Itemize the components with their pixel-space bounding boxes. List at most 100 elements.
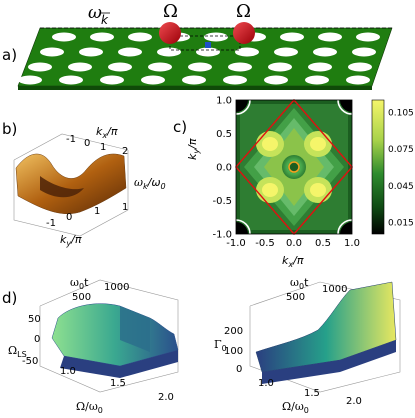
heatmap-x-ticks: -1.0 -0.5 0.0 0.5 1.0 [226, 238, 360, 249]
lattice-hole [352, 47, 376, 57]
lattice-hole [235, 47, 259, 57]
peak-lower-left [262, 183, 278, 197]
heatmap-x-tick-label: 0.5 [315, 238, 331, 249]
corner-dark-tr [340, 100, 352, 112]
omega-k-subscript: k [101, 13, 109, 27]
dispersion-surface-plot [13, 133, 129, 237]
d-right-time-tick-1000: 1000 [322, 284, 347, 295]
d-left-z-tick-50: 50 [28, 314, 41, 325]
lattice-hole [196, 47, 220, 57]
lattice-hole [128, 32, 152, 42]
corner-arc-bl [235, 219, 251, 235]
corner-dark-br [340, 222, 352, 234]
omega-atom-left-label: Ω [163, 1, 178, 22]
lattice-plate [17, 27, 393, 90]
ky-tick-0: 0 [66, 212, 72, 223]
colorbar-ticks: 0.105 0.075 0.045 0.015 [388, 109, 414, 229]
dispersion-surface [15, 153, 127, 215]
lattice-hole [52, 32, 76, 42]
d-left-time-tick-1000: 1000 [104, 282, 129, 293]
d-right-x-tick-15: 1.5 [304, 388, 320, 399]
heatmap-x-tick-label: -1.0 [226, 238, 246, 249]
d-left-x-tick-15: 1.5 [110, 378, 126, 389]
kx-tick-1: 1 [100, 142, 106, 153]
heatmap-y-tick-label: 0.0 [216, 163, 232, 174]
corner-dark-bl [236, 222, 248, 234]
lattice-hole [118, 47, 142, 57]
atom-right [233, 22, 255, 44]
lattice-hole [90, 32, 114, 42]
heatmap-y-tick-label: -1.0 [212, 230, 232, 241]
d-left-x-tick-2: 2.0 [158, 392, 174, 403]
d-left-time-axis-label: ω0t [70, 276, 89, 291]
lattice-hole [182, 75, 206, 85]
d-left-z-axis-label: ΩLS [8, 344, 27, 359]
d-left-x-axis-label: Ω/ω0 [76, 400, 103, 415]
lattice-hole [308, 62, 332, 72]
decay-rate-surface [255, 281, 397, 373]
ky-tick-1: 1 [94, 206, 100, 217]
kx-heatmap-axis-label: kx/π [282, 254, 304, 269]
box-frame-top [13, 133, 129, 161]
corner-arc-tr [337, 99, 353, 115]
d-left-x-tick-1: 1.0 [60, 366, 76, 377]
z-tick-2: 2 [122, 146, 128, 157]
panel-label-c: c) [173, 118, 187, 136]
corner-arc-br [337, 219, 353, 235]
colorbar-tick-label: 0.105 [388, 109, 414, 119]
lattice-hole [280, 32, 304, 42]
heatmap-frame [235, 99, 353, 235]
lattice-hole [59, 75, 83, 85]
colorbar-tick-label: 0.075 [388, 145, 414, 155]
omega-k-label: ω [88, 3, 102, 23]
corner-dark-tl [236, 100, 248, 112]
kx-tick-0: 0 [84, 138, 90, 149]
heatmap-y-tick-label: 0.5 [216, 129, 232, 140]
d-right-z-tick-200: 200 [224, 326, 243, 337]
omega-atom-right-label: Ω [236, 1, 251, 22]
heatmap-y-tick-label: -0.5 [212, 196, 232, 207]
peak-upper-right [310, 137, 326, 151]
center-orange-ring [288, 161, 300, 173]
colorbar [371, 99, 385, 235]
panel-label-a: a) [2, 46, 17, 64]
ky-heatmap-axis-label: ky/π [186, 138, 201, 160]
d-left-z-tick-0: 0 [34, 334, 40, 345]
d-right-time-axis-label: ω0t [290, 276, 309, 291]
decay-rate-surface-plot [249, 281, 401, 393]
emitter-marker [205, 42, 211, 48]
lattice-hole [305, 75, 329, 85]
lattice-hole [157, 47, 181, 57]
lattice-hole [264, 75, 288, 85]
lattice-hole [348, 62, 372, 72]
d-right-z-tick-0: 0 [236, 364, 242, 375]
lattice-hole [68, 62, 92, 72]
box-frame [13, 150, 129, 237]
d-right-z-tick-100: 100 [224, 346, 243, 357]
lattice-hole [318, 32, 342, 42]
surface-base-right [262, 340, 396, 384]
center-region [282, 155, 306, 179]
surface-base-left [60, 350, 178, 378]
panel-label-d: d) [2, 289, 17, 307]
lattice-hole [356, 32, 380, 42]
heatmap-x-tick-label: 0.0 [286, 238, 302, 249]
lattice-hole [108, 62, 132, 72]
d-right-z-axis-label: Γ0 [214, 338, 227, 353]
d-left-time-tick-500: 500 [72, 292, 91, 303]
peak-lower-right [310, 183, 326, 197]
heatmap-plot [235, 98, 353, 236]
d-left-z-tick-neg50: -50 [22, 356, 38, 367]
box-frame-right [249, 281, 401, 393]
lattice-hole [79, 47, 103, 57]
lattice-hole [223, 75, 247, 85]
lattice-hole [188, 62, 212, 72]
lattice-hole [148, 62, 172, 72]
atom-left [159, 22, 181, 44]
colorbar-tick-label: 0.045 [388, 182, 414, 192]
wk-axis-label: ωk/ω0 [134, 176, 166, 191]
colorbar-tick-label: 0.015 [388, 218, 414, 228]
lattice-hole [141, 75, 165, 85]
lattice-hole [40, 47, 64, 57]
